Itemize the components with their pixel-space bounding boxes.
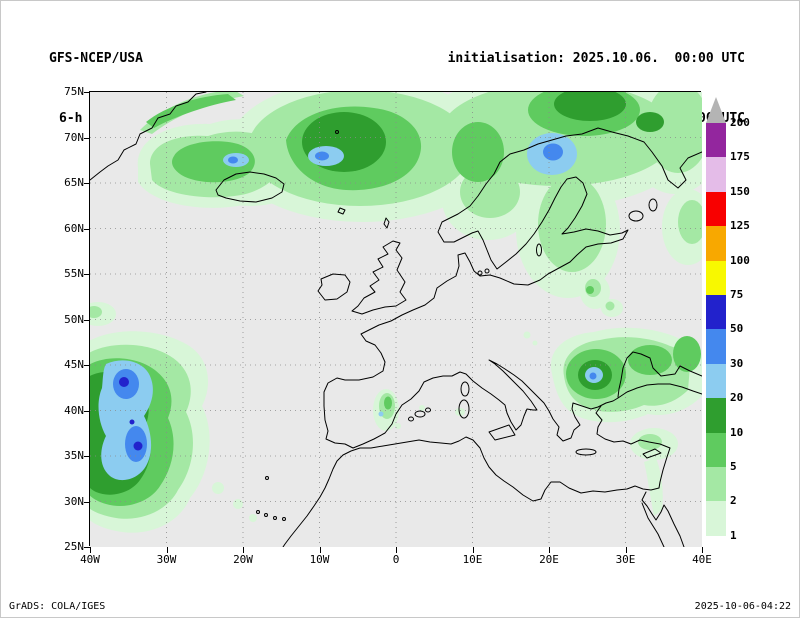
lon-tick-label: 40W	[80, 553, 100, 566]
lat-tick-label: 50N	[64, 312, 84, 326]
plot-area: 75N 70N 65N 60N 55N 50N 45N 40N 35N 30N 25N 40W 30W 2…	[64, 85, 712, 566]
lon-tick-mark	[472, 547, 474, 553]
lat-tick-mark	[84, 92, 90, 93]
colorbar-label: 10	[730, 425, 744, 439]
coastlines	[90, 92, 702, 547]
colorbar-label: 200	[730, 116, 750, 129]
colorbar-label: 1	[730, 528, 737, 542]
lon-tick-label: 0	[392, 553, 400, 566]
colorbar-segment	[706, 466, 726, 502]
lat-tick-label: 35N	[64, 449, 84, 462]
lat-tick-label: 60N	[64, 221, 84, 235]
lat-tick-mark	[84, 501, 90, 503]
colorbar-label: 50	[730, 322, 744, 336]
lon-tick-label: 20W	[233, 553, 253, 566]
colorbar-labels: 200 175 150 125 100 75 50 30 20 10 5 2 1	[730, 97, 764, 547]
creation-timestamp: 2025-10-06-04:22	[694, 601, 791, 612]
colorbar-segment	[706, 157, 726, 192]
init-label: initialisation: 2025.10.06. 00:00 UTC	[447, 51, 745, 66]
lon-tick-label: 30W	[156, 553, 177, 566]
lat-tick-label: 70N	[64, 130, 84, 144]
colorbar-label: 2	[730, 494, 737, 508]
colorbar-label: 175	[730, 150, 750, 164]
colorbar-segments	[706, 123, 726, 536]
lat-tick-label: 75N	[64, 85, 84, 98]
grads-credit: GrADS: COLA/IGES	[9, 601, 106, 612]
lat-tick-mark	[84, 547, 90, 548]
colorbar-segment	[706, 398, 726, 433]
lat-tick-label: 55N	[64, 267, 84, 280]
colorbar-segment	[706, 191, 726, 227]
precipitation-shading	[90, 92, 702, 533]
lat-tick-label: 65N	[64, 176, 84, 189]
lat-tick-mark	[84, 228, 90, 230]
lat-tick-mark	[84, 319, 90, 321]
lat-tick-label: 30N	[64, 494, 84, 508]
colorbar-segment	[706, 226, 726, 261]
colorbar-label: 150	[730, 184, 750, 198]
lon-tick-mark	[396, 547, 397, 553]
colorbar-segment	[706, 363, 726, 399]
lon-tick-mark	[166, 547, 168, 553]
lat-tick-mark	[84, 274, 90, 275]
colorbar-overflow-arrow	[706, 97, 726, 123]
lat-tick-label: 25N	[64, 540, 84, 553]
lat-tick-mark	[84, 137, 90, 139]
lon-tick-mark	[319, 547, 321, 553]
colorbar-segment	[706, 432, 726, 467]
colorbar-segment	[706, 260, 726, 295]
lon-tick-label: 10E	[462, 553, 483, 566]
lat-tick-mark	[84, 365, 90, 366]
graticule	[90, 92, 702, 547]
lon-tick-label: 30E	[615, 553, 636, 566]
colorbar-label: 20	[730, 391, 744, 405]
colorbar-segment	[706, 294, 726, 330]
europe-precipitation-map	[90, 92, 702, 547]
model-title: GFS-NCEP/USA	[49, 51, 143, 66]
lon-tick-mark	[243, 547, 244, 553]
lat-tick-mark	[84, 456, 90, 457]
colorbar-segment	[706, 501, 726, 536]
colorbar-segment	[706, 123, 726, 158]
lon-tick-mark	[549, 547, 550, 553]
colorbar-label: 30	[730, 356, 744, 370]
lon-tick-label: 10W	[309, 553, 330, 566]
colorbar-label: 75	[730, 288, 744, 301]
colorbar-label: 100	[730, 253, 750, 267]
colorbar	[706, 97, 726, 536]
colorbar-label: 5	[730, 460, 737, 473]
lon-tick-mark	[625, 547, 627, 553]
lat-tick-label: 40N	[64, 403, 84, 417]
lon-tick-label: 20E	[539, 553, 559, 566]
lon-tick-label: 40E	[692, 553, 712, 566]
colorbar-segment	[706, 329, 726, 364]
colorbar-label: 125	[730, 219, 750, 233]
lat-tick-mark	[84, 410, 90, 412]
lon-tick-mark	[90, 547, 91, 553]
lat-tick-mark	[84, 183, 90, 184]
lon-tick-mark	[702, 547, 703, 553]
lat-tick-label: 45N	[64, 358, 84, 371]
